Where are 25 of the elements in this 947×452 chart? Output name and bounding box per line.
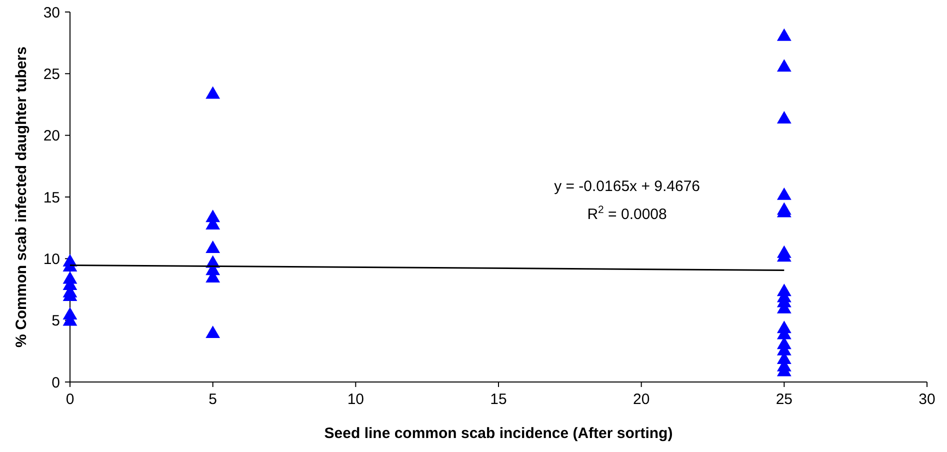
point: [776, 187, 792, 200]
point: [776, 59, 792, 72]
y-tick-label: 5: [52, 312, 60, 330]
y-tick-label: 10: [43, 250, 60, 268]
annotation: y = -0.0165x + 9.4676: [554, 178, 700, 195]
point: [206, 326, 220, 338]
x-tick-label: 0: [66, 391, 74, 408]
annotation: R$^{2}$ = 0.0008: [587, 204, 667, 223]
x-tick-label: 20: [632, 391, 650, 408]
x-tick-label: 5: [208, 391, 218, 408]
point: [206, 240, 220, 253]
point: [206, 86, 220, 99]
point: [776, 110, 792, 124]
y-tick-label: 25: [43, 66, 60, 83]
x-tick-label: 25: [776, 391, 793, 408]
y-tick-label: 30: [43, 4, 60, 22]
y-tick-label: 20: [43, 128, 60, 145]
y-tick-label: 0: [52, 374, 60, 392]
y-tick-label: 15: [43, 189, 60, 206]
point: [776, 28, 792, 41]
x-tick-label: 15: [490, 391, 507, 408]
x-tick-label: 30: [918, 391, 936, 408]
x-axis-title: Seed line common scab incidence (After sorting): [324, 425, 673, 442]
x-tick-label: 10: [347, 391, 364, 408]
y-axis-title: % Common scab infected daughter tubers: [13, 46, 30, 348]
